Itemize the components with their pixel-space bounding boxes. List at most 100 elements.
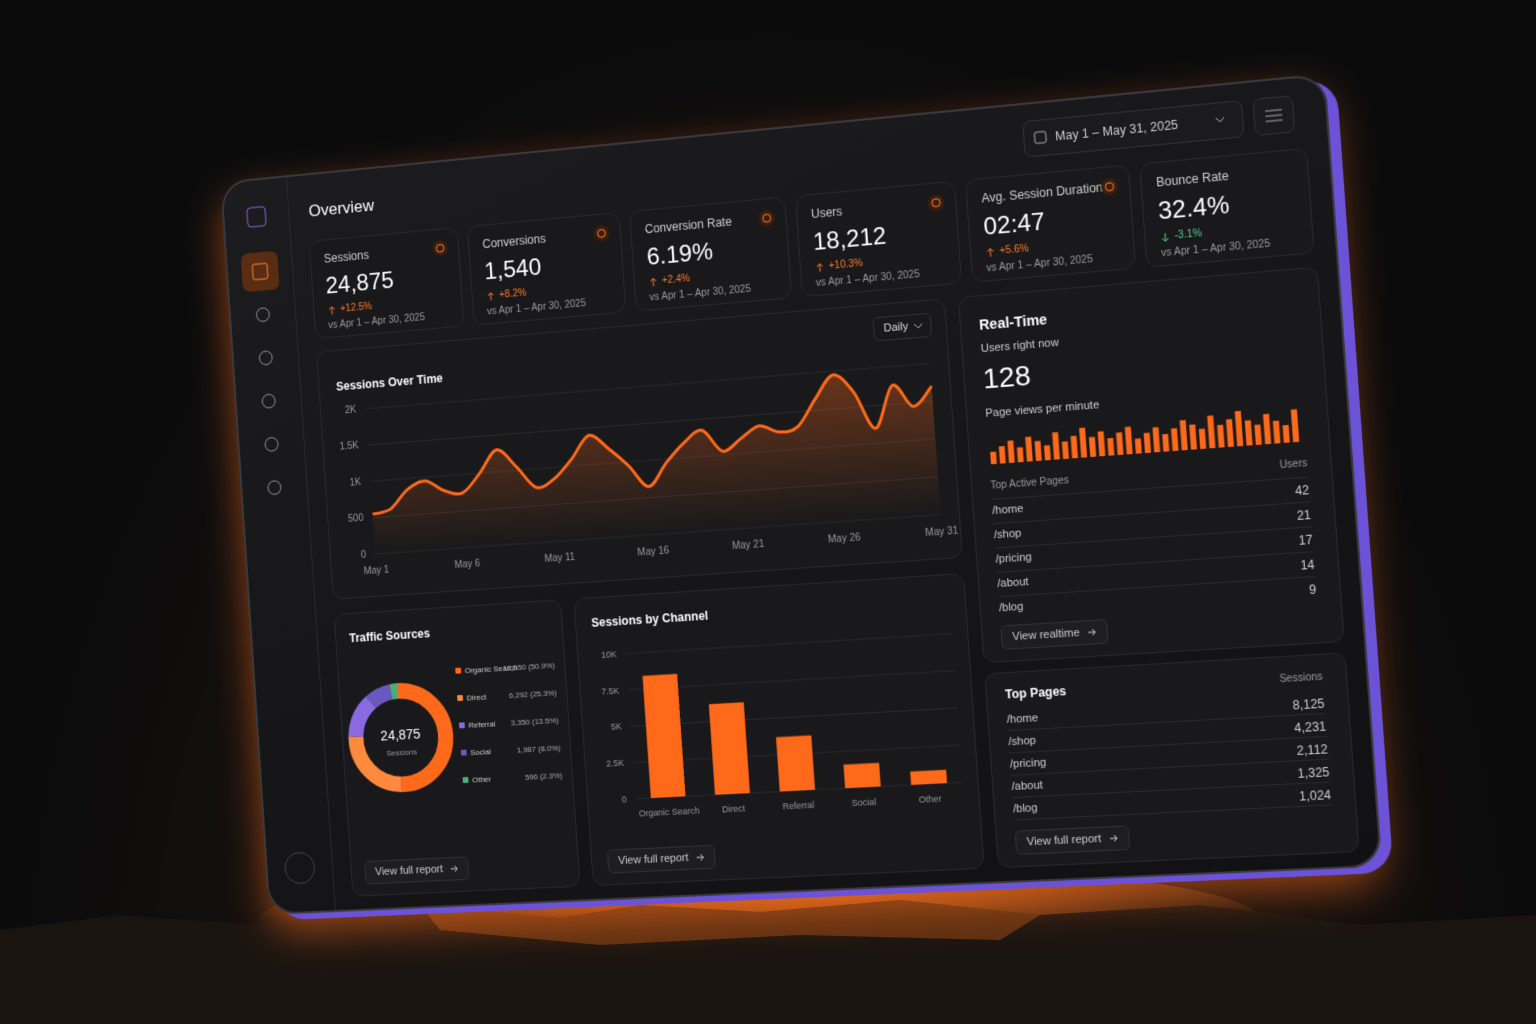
trend-icon bbox=[327, 305, 337, 315]
donut-card: Traffic Sources 24,875 Sessions Organic Sea… bbox=[334, 599, 581, 897]
kpi-label: Users bbox=[810, 204, 843, 222]
legend-value: 12,650 (50.9%) bbox=[503, 661, 556, 673]
legend-swatch bbox=[458, 722, 465, 729]
bar bbox=[1061, 441, 1069, 460]
y-tick-label: 0 bbox=[360, 550, 366, 561]
row-divider bbox=[1012, 781, 1331, 799]
x-tick-label: Referral bbox=[782, 800, 814, 812]
y-tick-label: 1K bbox=[349, 477, 362, 489]
page-path: /about bbox=[996, 575, 1029, 591]
kpi-label: Conversions bbox=[481, 231, 547, 252]
bar bbox=[776, 735, 816, 792]
page-path: /shop bbox=[993, 527, 1022, 542]
bar bbox=[843, 762, 881, 789]
arrow bbox=[696, 854, 703, 860]
page-sessions: 2,112 bbox=[1296, 742, 1329, 759]
kpi-value: 6.19% bbox=[645, 238, 714, 271]
sidebar bbox=[222, 177, 336, 913]
page-users: 14 bbox=[1299, 557, 1316, 573]
kpi-change: +5.6% bbox=[999, 243, 1030, 257]
row-divider bbox=[1009, 735, 1327, 754]
date-picker[interactable]: May 1 – May 31, 2025 bbox=[1022, 99, 1245, 158]
legend-swatch bbox=[457, 694, 464, 702]
kpi-card: Conversion Rate 6.19% +2.4% vs Apr 1 – Apr … bbox=[629, 196, 793, 312]
bar bbox=[1070, 435, 1079, 459]
bar bbox=[1088, 436, 1097, 458]
bar bbox=[1007, 440, 1015, 464]
page-sessions: 1,024 bbox=[1298, 787, 1332, 804]
bar bbox=[1025, 436, 1033, 462]
bar bbox=[642, 673, 686, 799]
page-users: 17 bbox=[1298, 532, 1314, 548]
x-tick-label: May 11 bbox=[544, 552, 575, 565]
trend-arrow bbox=[650, 278, 656, 286]
bar bbox=[1290, 409, 1300, 443]
trend-icon bbox=[486, 291, 496, 302]
x-tick-label: Other bbox=[918, 793, 941, 804]
legend-value: 1,987 (8.0%) bbox=[517, 743, 562, 754]
filter-line bbox=[1266, 120, 1283, 122]
donut-center-value: 24,875 bbox=[380, 726, 421, 743]
top-pages-card: Top Pages Sessions/home 8,125/shop 4,231/pr… bbox=[984, 652, 1360, 869]
bar bbox=[1262, 413, 1272, 445]
bar bbox=[1043, 445, 1051, 461]
trend-arrow bbox=[488, 292, 494, 300]
row-divider bbox=[1013, 804, 1332, 821]
button[interactable]: View full report bbox=[364, 856, 470, 885]
filter-line bbox=[1265, 115, 1282, 117]
kpi-icon bbox=[1100, 177, 1119, 196]
button[interactable]: View full report bbox=[606, 844, 716, 874]
bar bbox=[1162, 433, 1170, 452]
trend-arrow bbox=[987, 248, 994, 257]
trend-icon bbox=[1160, 232, 1171, 243]
row-divider bbox=[1010, 758, 1329, 776]
filter-line bbox=[1265, 110, 1282, 112]
donut-center-label: Sessions bbox=[386, 747, 417, 758]
trend-arrow bbox=[1162, 233, 1169, 242]
kpi-icon bbox=[758, 209, 776, 227]
y-tick-label: 2K bbox=[345, 404, 358, 416]
bar bbox=[1052, 432, 1060, 460]
nav-icon bbox=[268, 480, 282, 494]
kpi-card: Users 18,212 +10.3% vs Apr 1 – Apr 30, 2025 bbox=[794, 180, 963, 298]
kpi-compare: vs Apr 1 – Apr 30, 2025 bbox=[649, 283, 752, 304]
arrow bbox=[1088, 629, 1096, 636]
help-icon bbox=[284, 852, 315, 884]
bar bbox=[1254, 424, 1262, 445]
kpi-change: -3.1% bbox=[1174, 227, 1203, 242]
page-path: /shop bbox=[1008, 734, 1037, 749]
page-path: /blog bbox=[1012, 802, 1038, 816]
bar bbox=[1282, 424, 1290, 443]
bar bbox=[1207, 415, 1216, 449]
donut-segment bbox=[370, 692, 391, 702]
table-header: Sessions bbox=[1279, 671, 1323, 686]
page-path: /home bbox=[1006, 712, 1039, 727]
kpi-card: Conversions 1,540 +8.2% vs Apr 1 – Apr 30, … bbox=[466, 211, 627, 326]
kpi-compare: vs Apr 1 – Apr 30, 2025 bbox=[815, 269, 921, 290]
page-path: /pricing bbox=[1009, 756, 1047, 771]
page-path: /pricing bbox=[995, 551, 1033, 566]
bar bbox=[1034, 440, 1042, 462]
kpi-card: Sessions 24,875 +12.5% vs Apr 1 – Apr 30, 2… bbox=[308, 227, 465, 340]
terrain bbox=[0, 900, 1536, 1024]
y-tick-label: 1.5K bbox=[339, 441, 359, 453]
icon bbox=[593, 224, 610, 242]
bar bbox=[1124, 426, 1133, 455]
y-tick-label: 2.5K bbox=[606, 758, 625, 769]
bar bbox=[1272, 420, 1281, 444]
x-tick-label: May 26 bbox=[828, 532, 861, 546]
x-tick-label: Social bbox=[851, 797, 876, 809]
button[interactable]: View full report bbox=[1014, 825, 1130, 856]
area bbox=[365, 367, 941, 555]
kpi-icon bbox=[927, 193, 945, 212]
filter-button[interactable] bbox=[1252, 95, 1296, 137]
page-path: /about bbox=[1011, 779, 1044, 794]
bar bbox=[1179, 420, 1188, 451]
legend-swatch bbox=[460, 749, 467, 756]
kpi-label: Sessions bbox=[323, 248, 370, 266]
bar bbox=[1143, 432, 1152, 454]
bar-chart: 0 2.5K 5K 7.5K 10K Organic Search Direct Referr… bbox=[601, 574, 983, 819]
x-tick-label: May 31 bbox=[925, 525, 959, 539]
